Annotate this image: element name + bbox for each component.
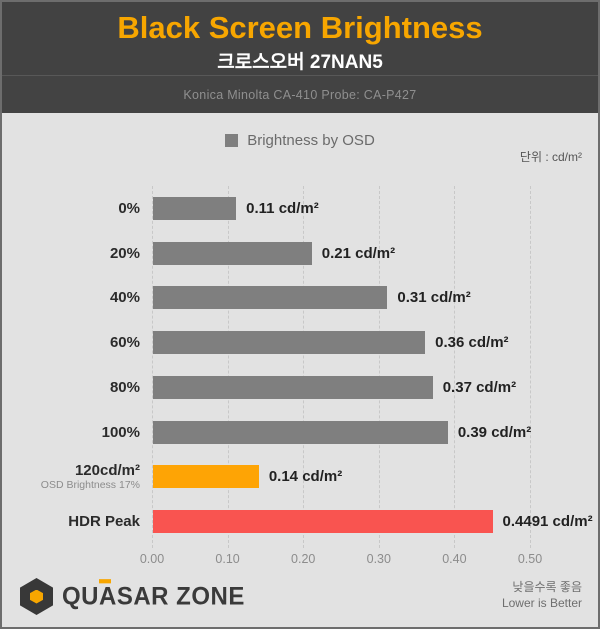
bar-chart: 0% 0.11 cd/m² 20% 0.21 cd/m² 40% 0.31 cd/m² 60… — [2, 186, 598, 566]
value-label: 0.37 cd/m² — [442, 378, 517, 396]
chart-row: HDR Peak 0.4491 cd/m² — [2, 499, 598, 544]
hexagon-logo-icon — [20, 578, 53, 615]
x-tick-label: 0.00 — [139, 552, 165, 566]
x-tick-label: 0.20 — [291, 552, 316, 566]
equipment-bar: Konica Minolta CA-410 Probe: CA-P427 — [2, 75, 598, 113]
category-label: 0% — [118, 199, 140, 217]
category-label: 40% — [109, 289, 140, 307]
category-label: 60% — [109, 334, 140, 351]
value-label: 0.21 cd/m² — [321, 244, 396, 262]
value-label: 0.14 cd/m² — [268, 468, 343, 486]
gridline — [227, 186, 229, 548]
legend-swatch-icon — [225, 134, 239, 147]
gridline — [378, 186, 380, 548]
category-sub-label: OSD Brightness 17% — [40, 479, 140, 492]
chart-row: 0% 0.11 cd/m² — [2, 186, 598, 231]
bar — [153, 241, 312, 265]
chart-row: 20% 0.21 cd/m² — [2, 231, 598, 276]
bar — [153, 196, 237, 220]
category-label: 120cd/m² OSD Brightness 17% — [2, 462, 140, 491]
header: Black Screen Brightness 크로스오버 27NAN5 — [2, 2, 598, 75]
chart-legend: Brightness by OSD — [2, 132, 598, 149]
chart-row: 100% 0.39 cd/m² — [2, 410, 598, 455]
footer-note-korean: 낮을수록 좋음 — [512, 580, 582, 594]
bar — [153, 510, 493, 534]
x-tick-label: 0.10 — [215, 552, 240, 566]
category-label: 20% — [109, 244, 140, 262]
x-tick-label: 0.50 — [517, 552, 543, 566]
logo-text: QUASAR ZONE — [62, 578, 245, 611]
gridline — [530, 186, 531, 548]
bar — [153, 286, 388, 310]
legend-label: Brightness by OSD — [247, 132, 375, 149]
footer: QUASAR ZONE 낮을수록 좋음 Lower is Better — [2, 569, 598, 627]
value-label: 0.11 cd/m² — [246, 199, 319, 217]
value-label: 0.36 cd/m² — [435, 334, 509, 352]
bar — [153, 465, 259, 489]
value-label: 0.31 cd/m² — [397, 289, 471, 307]
logo-u-accent — [99, 578, 111, 583]
bar — [153, 375, 433, 399]
chart-row: 80% 0.37 cd/m² — [2, 365, 598, 410]
x-tick-label: 0.40 — [442, 552, 467, 566]
chart-rows: 0% 0.11 cd/m² 20% 0.21 cd/m² 40% 0.31 cd/m² 60… — [2, 186, 598, 544]
hexagon-logo-inner-icon — [30, 589, 43, 604]
category-label: HDR Peak — [68, 513, 140, 530]
gridline — [303, 186, 305, 548]
monitor-model-subtitle: 크로스오버 27NAN5 — [217, 51, 383, 73]
chart-row: 40% 0.31 cd/m² — [2, 276, 598, 321]
gridline — [152, 186, 153, 548]
category-label: 80% — [109, 378, 140, 396]
value-label: 0.4491 cd/m² — [502, 513, 593, 531]
equipment-label: Konica Minolta CA-410 Probe: CA-P427 — [183, 87, 417, 102]
quasarzone-logo: QUASAR ZONE — [20, 578, 245, 615]
category-label: 100% — [101, 423, 140, 441]
bar — [153, 420, 448, 444]
value-label: 0.39 cd/m² — [457, 423, 532, 441]
footer-note: 낮을수록 좋음 Lower is Better — [502, 580, 582, 611]
gridline — [454, 186, 456, 548]
bar — [153, 331, 426, 355]
footer-note-english: Lower is Better — [501, 595, 582, 610]
chart-row: 60% 0.36 cd/m² — [2, 320, 598, 365]
page-title: Black Screen Brightness — [117, 10, 483, 45]
x-tick-label: 0.30 — [366, 552, 391, 566]
unit-label: 단위 : cd/m² — [519, 150, 582, 164]
chart-row: 120cd/m² OSD Brightness 17% 0.14 cd/m² — [2, 455, 598, 500]
